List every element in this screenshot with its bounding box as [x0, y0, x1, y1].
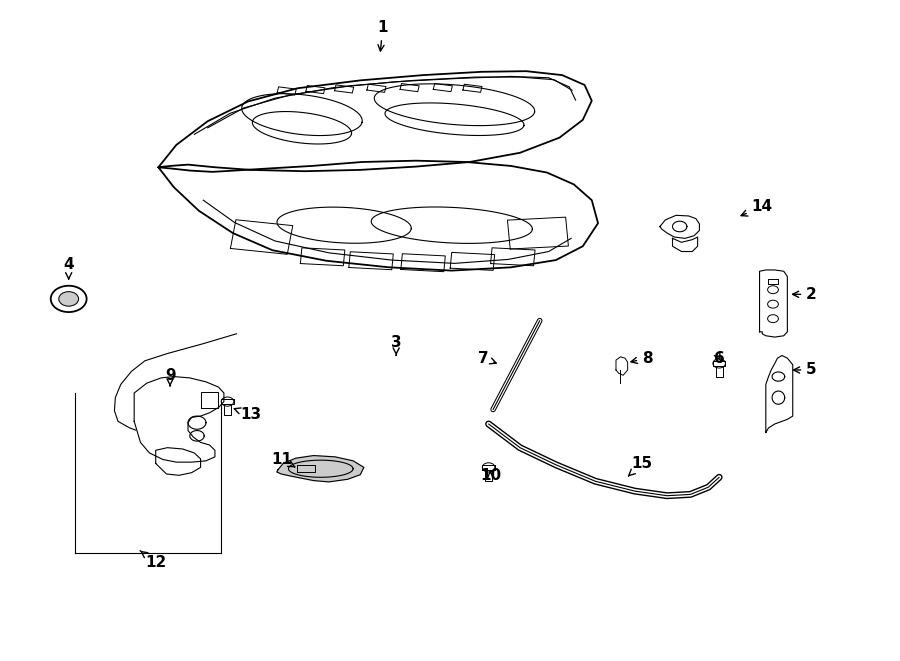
Text: 1: 1	[377, 20, 388, 51]
Text: 8: 8	[631, 350, 652, 366]
Text: 2: 2	[793, 287, 817, 302]
Text: 5: 5	[794, 362, 817, 377]
Text: 6: 6	[714, 350, 724, 366]
Polygon shape	[156, 447, 201, 475]
Text: 3: 3	[391, 335, 401, 356]
Polygon shape	[760, 270, 788, 337]
Text: 10: 10	[480, 468, 501, 483]
Text: 11: 11	[271, 452, 295, 467]
Text: 12: 12	[140, 551, 166, 570]
Polygon shape	[158, 161, 598, 270]
Text: 14: 14	[741, 199, 773, 216]
Text: 7: 7	[478, 350, 496, 366]
Polygon shape	[660, 215, 699, 239]
Polygon shape	[277, 455, 364, 482]
Text: 13: 13	[234, 407, 261, 422]
Polygon shape	[134, 377, 224, 462]
Polygon shape	[766, 356, 793, 432]
Text: 15: 15	[628, 456, 652, 476]
Circle shape	[58, 292, 78, 306]
Polygon shape	[158, 71, 592, 171]
Text: 9: 9	[165, 368, 176, 385]
Text: 4: 4	[63, 257, 74, 279]
Polygon shape	[616, 357, 627, 375]
Polygon shape	[672, 237, 698, 252]
